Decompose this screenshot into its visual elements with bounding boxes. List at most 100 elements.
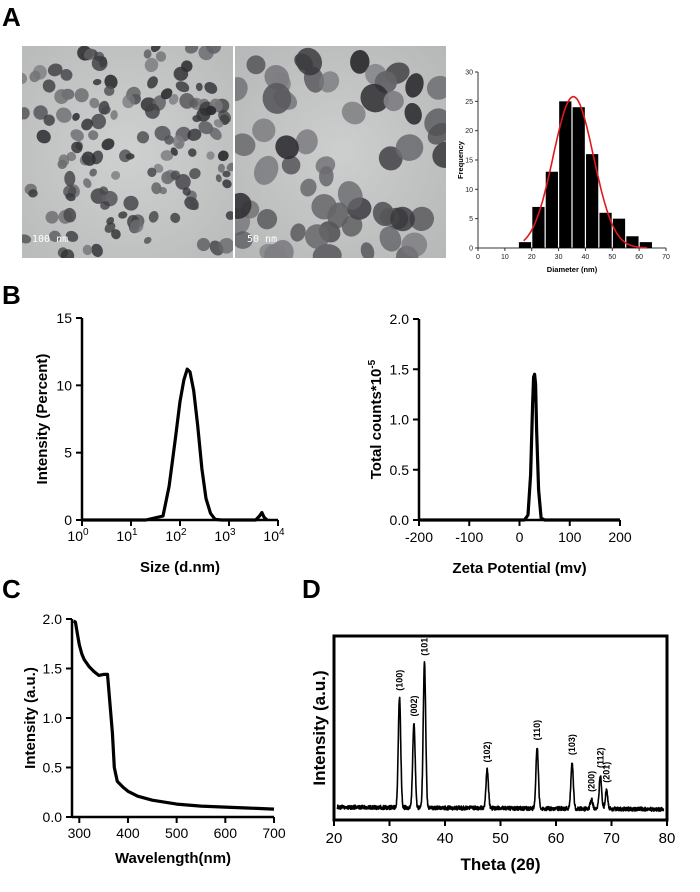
nanoparticle: [54, 89, 69, 104]
nanoparticle: [182, 187, 191, 196]
nanoparticle: [426, 75, 446, 100]
x-tick-label: 30: [555, 254, 563, 261]
x-tick-label: 40: [437, 830, 454, 847]
xrd-chart: 20 30 40 50 60 70 80 (100) (002) (101) (102) (110) (…: [310, 634, 676, 874]
x-axis-label: Theta (2θ): [460, 855, 540, 874]
nanoparticle: [179, 93, 195, 109]
nanoparticle: [58, 154, 70, 167]
histogram-chart: 0 10 20 30 40 50 60 70 0 5 10 15 20 25 30 Diameter (nm)…: [456, 70, 670, 275]
x-tick-label: 20: [528, 254, 536, 261]
y-tick-label: 1.0: [390, 412, 410, 428]
zeta-curve: [419, 372, 620, 522]
nanoparticle: [196, 237, 211, 252]
nanoparticle: [70, 129, 84, 142]
x-tick-label: 104: [263, 527, 285, 544]
nanoparticle: [100, 201, 110, 210]
y-tick-label: 0: [64, 512, 72, 528]
x-tick-label: 80: [659, 830, 676, 847]
nanoparticle: [379, 226, 402, 252]
histogram-bar: [572, 107, 585, 248]
nanoparticle: [49, 230, 61, 242]
nanoparticle: [91, 243, 103, 258]
peak-label: (100): [394, 670, 404, 691]
nanoparticle: [318, 71, 340, 93]
nanoparticle: [218, 237, 233, 254]
x-tick-label: 300: [68, 825, 92, 841]
nanoparticle: [401, 232, 428, 258]
x-tick-label: 500: [165, 825, 189, 841]
y-tick-label: 1.5: [390, 361, 410, 377]
nanoparticle: [206, 46, 221, 54]
y-tick-label: 0: [469, 246, 473, 253]
nanoparticle: [104, 222, 116, 233]
nanoparticle: [170, 212, 181, 223]
nanoparticle: [192, 115, 202, 123]
nanoparticle: [300, 178, 317, 197]
x-tick-label: -200: [405, 529, 433, 545]
x-axis-label: Wavelength(nm): [115, 850, 231, 867]
y-tick-label: 2.0: [43, 611, 63, 627]
y-tick-label: 25: [465, 99, 473, 106]
x-tick-label: 103: [214, 527, 236, 544]
peak-label: (110): [532, 720, 542, 741]
nanoparticle: [225, 211, 233, 220]
nanoparticle: [175, 174, 191, 190]
y-tick-label: 5: [469, 216, 473, 223]
x-tick-label: 200: [608, 529, 632, 545]
nanoparticle: [246, 55, 266, 75]
nanoparticle: [409, 206, 434, 232]
nanoparticle: [144, 57, 159, 73]
x-tick-label: 102: [165, 527, 187, 544]
peak-label: (101): [419, 635, 429, 656]
tem-particles-low-mag: [22, 46, 233, 258]
nanoparticle: [235, 192, 252, 219]
nanoparticle: [125, 153, 135, 160]
histogram-bar: [586, 154, 599, 248]
x-tick-label: 0: [516, 529, 524, 545]
nanoparticle: [99, 186, 109, 196]
x-tick-label: 100: [67, 527, 89, 544]
nanoparticle: [72, 112, 80, 121]
nanoparticle: [42, 79, 56, 93]
dls-curve: [82, 367, 269, 522]
nanoparticle: [89, 168, 97, 177]
x-tick-label: 600: [214, 825, 238, 841]
nanoparticle: [143, 236, 152, 244]
nanoparticle: [28, 189, 38, 198]
nanoparticle: [222, 170, 231, 178]
nanoparticle: [213, 119, 224, 128]
nanoparticle: [305, 224, 330, 249]
nanoparticle: [315, 156, 336, 175]
nanoparticle: [185, 46, 199, 54]
peak-label: (103): [567, 734, 577, 755]
nanoparticle: [341, 101, 366, 125]
x-tick-label: 70: [603, 830, 620, 847]
nanoparticle: [147, 76, 158, 89]
nanoparticle: [36, 129, 51, 144]
x-tick-label: 50: [492, 830, 509, 847]
nanoparticle: [164, 135, 174, 145]
nanoparticle: [65, 230, 79, 242]
nanoparticle: [226, 162, 233, 172]
nanoparticle: [424, 108, 446, 137]
nanoparticle: [372, 201, 395, 226]
nanoparticle: [262, 82, 292, 114]
nanoparticle: [188, 148, 197, 157]
nanoparticle: [88, 130, 99, 141]
nanoparticle: [294, 53, 313, 71]
nanoparticle: [275, 135, 299, 160]
nanoparticle: [311, 194, 337, 220]
nanoparticle: [151, 182, 162, 195]
nanoparticle: [170, 170, 180, 180]
nanoparticle: [222, 179, 232, 189]
nanoparticle: [91, 113, 106, 130]
nanoparticle: [235, 77, 248, 102]
nanoparticle: [65, 193, 76, 202]
x-tick-label: 700: [262, 825, 286, 841]
x-axis-label: Diameter (nm): [547, 265, 598, 274]
nanoparticle: [350, 50, 370, 74]
nanoparticle: [22, 72, 28, 84]
nanoparticle: [257, 209, 278, 230]
y-tick-label: 5: [64, 445, 72, 461]
nanoparticle: [259, 243, 283, 258]
